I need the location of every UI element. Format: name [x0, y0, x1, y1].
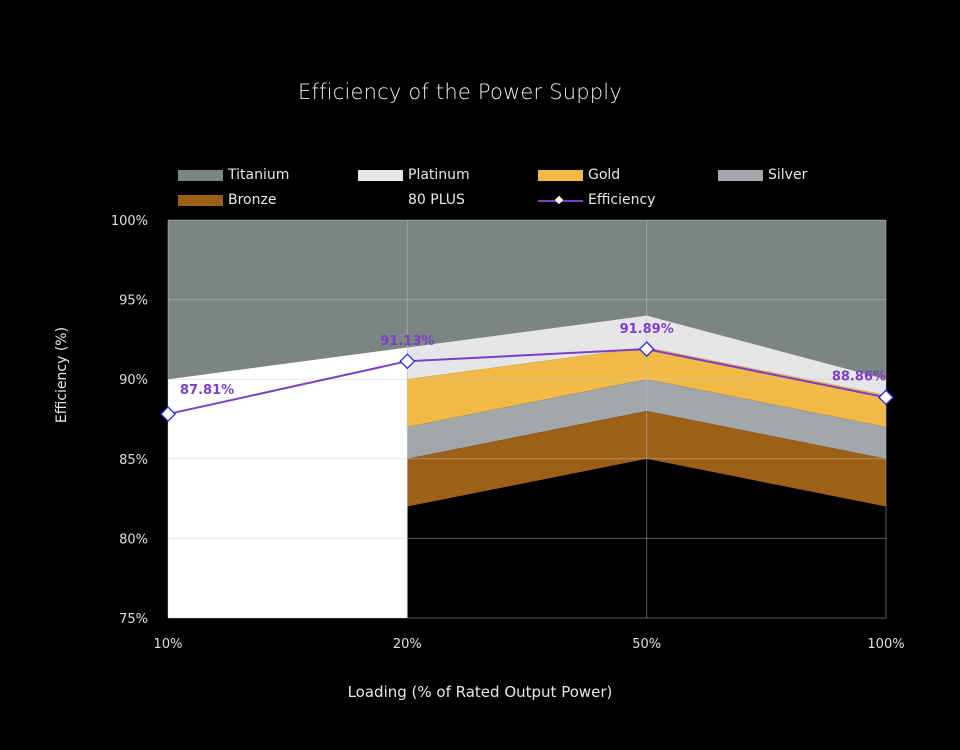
efficiency-data-label: 88.86% — [832, 369, 886, 384]
efficiency-line — [167, 348, 887, 416]
y-tick-label: 100% — [111, 214, 148, 229]
efficiency-marker — [160, 406, 176, 423]
y-tick-label: 75% — [119, 612, 148, 627]
x-tick-label: 100% — [867, 637, 904, 652]
legend-line-efficiency-icon — [538, 195, 583, 206]
band-silver — [407, 379, 886, 459]
y-tick-label: 80% — [119, 532, 148, 547]
efficiency-marker — [878, 389, 894, 406]
efficiency-data-label: 87.81% — [180, 383, 234, 398]
x-tick-label: 50% — [632, 637, 661, 652]
legend-item-silver[interactable]: Silver — [718, 166, 807, 184]
legend-label: Efficiency — [588, 192, 656, 208]
legend-item-bronze[interactable]: Bronze — [178, 191, 276, 209]
legend-label: 80 PLUS — [408, 192, 465, 208]
x-tick-label: 20% — [393, 637, 422, 652]
legend-item-80plus[interactable]: 80 PLUS — [358, 191, 465, 209]
efficiency-marker — [638, 341, 655, 358]
legend-swatch-silver — [718, 169, 763, 181]
legend-item-efficiency[interactable]: Efficiency — [538, 191, 655, 209]
y-tick-label: 90% — [119, 373, 148, 388]
x-axis-label: Loading (% of Rated Output Power) — [347, 683, 613, 701]
efficiency-data-label: 91.89% — [620, 322, 674, 337]
efficiency-marker — [399, 353, 416, 370]
legend-swatch-bronze — [178, 194, 223, 206]
band-80-plus — [168, 347, 408, 618]
legend-item-titanium[interactable]: Titanium — [178, 166, 289, 184]
legend-swatch-platinum — [358, 169, 403, 181]
legend-label: Bronze — [228, 192, 277, 208]
band-bronze — [407, 411, 886, 507]
chart-title: Efficiency of the Power Supply — [298, 80, 622, 104]
band-gold — [407, 347, 886, 427]
legend-label: Gold — [588, 167, 621, 183]
legend-item-platinum[interactable]: Platinum — [358, 166, 470, 184]
legend-label: Platinum — [408, 167, 470, 183]
legend-label: Titanium — [228, 167, 290, 183]
band-platinum — [407, 315, 886, 396]
legend-item-gold[interactable]: Gold — [538, 166, 620, 184]
efficiency-data-label: 91.13% — [380, 334, 434, 349]
y-tick-label: 95% — [119, 294, 148, 309]
legend-swatch-gold — [538, 169, 583, 181]
legend-swatch-titanium — [178, 169, 223, 181]
legend-label: Silver — [768, 167, 808, 183]
x-tick-label: 10% — [154, 637, 183, 652]
band-titanium — [168, 220, 886, 380]
y-tick-label: 85% — [119, 453, 148, 468]
